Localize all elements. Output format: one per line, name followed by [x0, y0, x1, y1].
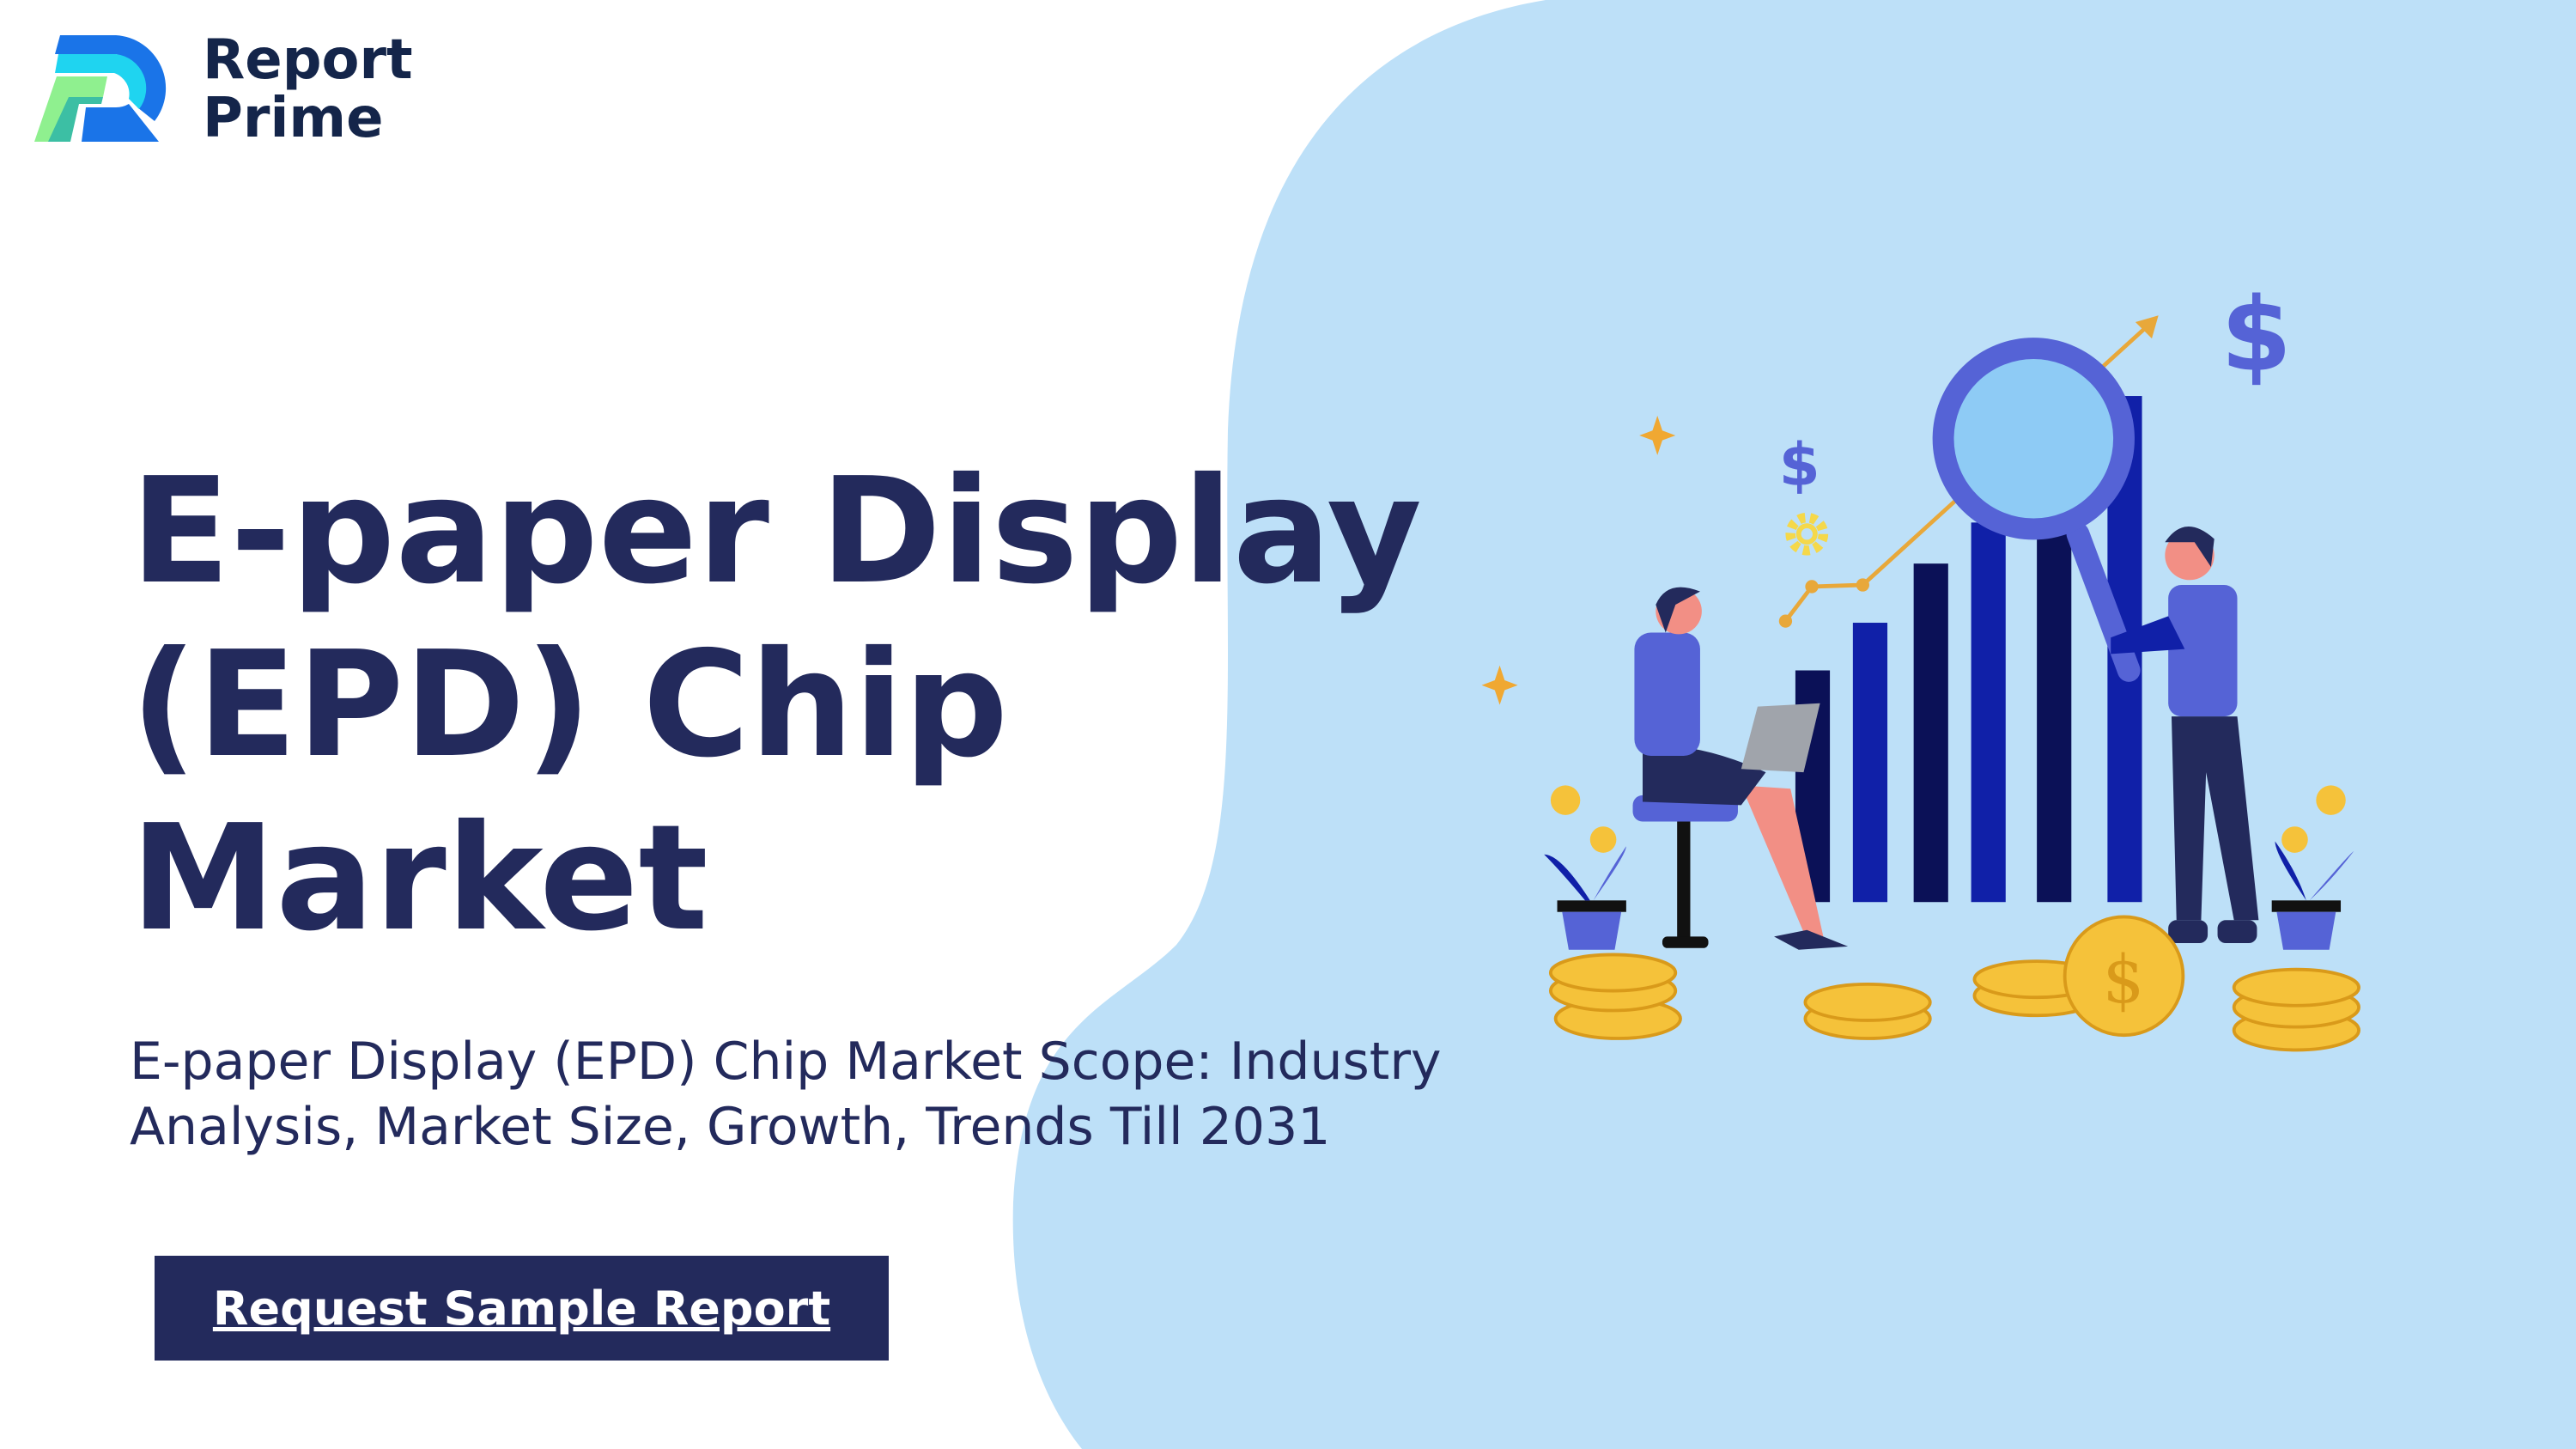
bar: [1913, 563, 1948, 903]
brand-name-line1: Report: [203, 28, 413, 92]
plant-icon: [1544, 785, 1626, 950]
dollar-sign-icon: $: [2221, 275, 2292, 393]
dollar-sign-icon: $: [1779, 430, 1820, 499]
gear-icon: [1785, 512, 1829, 556]
bar: [1852, 623, 1888, 903]
request-sample-report-button[interactable]: Request Sample Report: [155, 1256, 889, 1361]
dollar-sign-icon: $: [2103, 942, 2145, 1019]
magnifier-icon: [1932, 338, 2141, 682]
woman-figure: [1632, 587, 1849, 950]
page-subtitle: E-paper Display (EPD) Chip Market Scope:…: [130, 1032, 1442, 1157]
sparkle-icon: [1481, 665, 1518, 705]
bar: [1971, 522, 2006, 903]
brand-name-line2: Prime: [203, 87, 384, 150]
sparkle-icon: [1639, 415, 1676, 455]
bar: [2037, 526, 2072, 903]
page-title: E-paper Display (EPD) Chip Market: [131, 447, 1422, 964]
brand-logo[interactable]: Report Prime: [34, 31, 413, 148]
plant-icon: [2271, 785, 2354, 950]
man-figure: [2111, 527, 2259, 944]
report-prime-logo-icon: [34, 35, 167, 142]
coin-stack-icon: [1548, 915, 2360, 1052]
